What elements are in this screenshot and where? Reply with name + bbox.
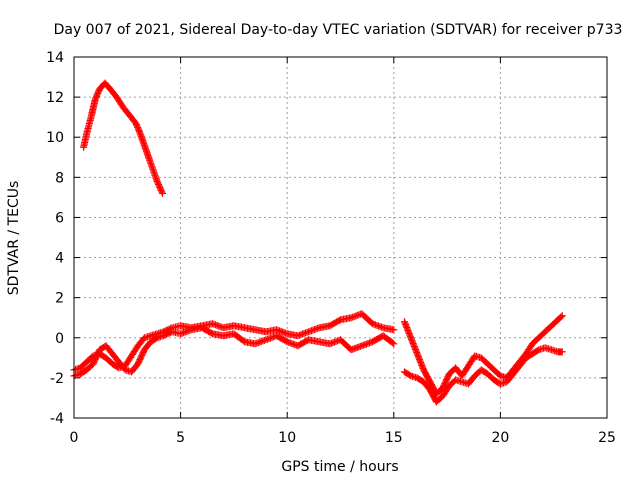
data-point xyxy=(558,312,566,320)
data-point xyxy=(390,326,398,334)
x-axis-title: GPS time / hours xyxy=(281,459,398,475)
y-tick-labels: -4 -2 0 2 4 6 8 10 12 14 xyxy=(46,50,64,427)
data-point xyxy=(156,185,164,193)
y-axis-title: SDTVAR / TECUs xyxy=(6,181,22,296)
series-track-b xyxy=(70,324,398,380)
y-tick-label: -4 xyxy=(50,411,64,427)
series-track-d xyxy=(400,344,566,406)
data-point xyxy=(557,313,565,321)
y-tick-label: 6 xyxy=(55,210,64,226)
data-point xyxy=(153,177,161,185)
axis-ticks xyxy=(73,56,608,419)
data-point xyxy=(156,183,164,191)
data-points xyxy=(70,79,566,406)
x-tick-labels: 0 5 10 15 20 25 xyxy=(70,430,616,446)
data-point xyxy=(558,348,566,356)
y-tick-label: 2 xyxy=(55,291,64,307)
plot-frame xyxy=(73,56,608,419)
x-tick-label: 15 xyxy=(385,430,403,446)
data-point xyxy=(158,189,166,197)
series-early-peak xyxy=(80,79,166,197)
x-tick-label: 10 xyxy=(278,430,296,446)
data-point xyxy=(155,182,163,190)
data-point xyxy=(135,128,143,136)
data-point xyxy=(390,340,398,348)
y-tick-label: 14 xyxy=(46,50,64,66)
y-tick-label: -2 xyxy=(50,371,64,387)
x-tick-label: 5 xyxy=(176,430,185,446)
x-tick-label: 25 xyxy=(598,430,616,446)
data-point xyxy=(154,180,162,188)
y-tick-label: 0 xyxy=(55,331,64,347)
y-tick-label: 4 xyxy=(55,251,64,267)
data-point xyxy=(158,188,166,196)
x-tick-label: 0 xyxy=(70,430,79,446)
y-tick-label: 10 xyxy=(46,130,64,146)
data-point xyxy=(157,186,165,194)
y-tick-label: 8 xyxy=(55,170,64,186)
data-point xyxy=(388,339,396,347)
chart-title: Day 007 of 2021, Sidereal Day-to-day VTE… xyxy=(54,22,623,38)
y-tick-label: 12 xyxy=(46,90,64,106)
data-point xyxy=(154,179,162,187)
grid xyxy=(74,57,607,418)
x-tick-label: 20 xyxy=(491,430,509,446)
